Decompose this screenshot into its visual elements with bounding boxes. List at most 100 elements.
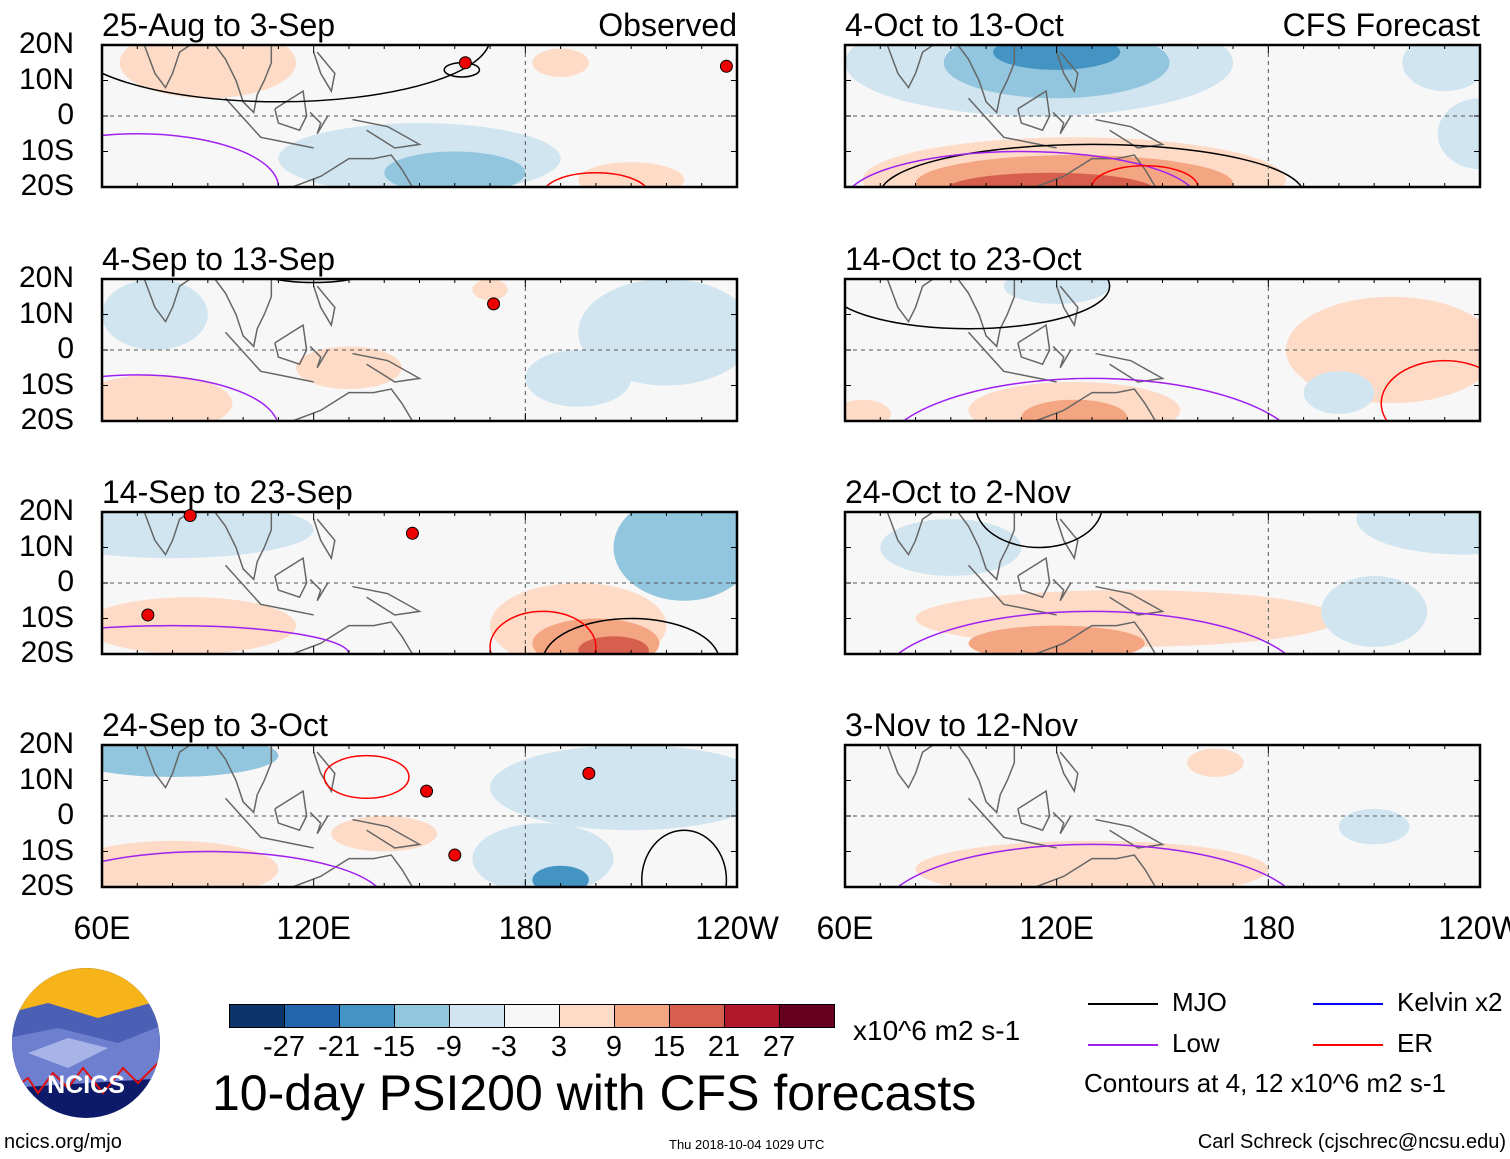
lon-tick-label: 120E [276,910,352,946]
psi-anomaly-region [578,636,649,654]
lat-tick-label: 10S [20,367,74,401]
colorbar-swatch [724,1004,780,1028]
coastline [1095,352,1165,383]
colorbar-swatch [284,1004,340,1028]
lat-tick-label: 20S [20,403,74,436]
panel-title: 24-Sep to 3-Oct [102,707,328,743]
coastline [1035,854,1157,887]
coastline [309,578,329,602]
psi-anomaly-region [578,162,685,187]
lat-tick-label: 10N [18,62,74,96]
psi-anomaly-region [102,374,233,421]
tropical-cyclone-icon [405,526,419,540]
coastline [274,89,308,132]
logo-text: NCICS [47,1071,125,1099]
coastline [1017,323,1051,366]
figure-title: 10-day PSI200 with CFS forecasts [212,1065,977,1121]
coastline [352,118,422,149]
psi-anomaly-region [968,625,1145,654]
lat-tick-label: 10N [18,529,74,563]
tropical-cyclone-icon [487,297,501,311]
lat-tick-label: 20S [20,169,74,202]
colorbar-label: -15 [373,1031,415,1063]
lat-tick-label: 0 [57,332,74,365]
colorbar-label: 15 [652,1031,686,1063]
coastline [1055,518,1079,561]
legend-line-swatch [1313,1003,1383,1005]
lat-tick-label: 0 [57,98,74,131]
footer-timestamp: Thu 2018-10-04 1029 UTC [669,1137,825,1152]
coastline [292,388,414,421]
psi-anomaly-region [845,399,891,421]
tropical-cyclone-icon [448,848,462,862]
coastline [1017,556,1051,599]
colorbar-label: -9 [436,1031,462,1063]
lat-tick-label: 20N [18,494,74,527]
coastline [886,745,1018,814]
coastline [274,789,308,832]
psi-anomaly-region [1003,279,1110,304]
coastline [312,51,336,94]
psi-anomaly-region [532,48,589,77]
lat-tick-label: 20N [18,727,74,760]
coastline [292,854,414,887]
coastline [224,331,314,383]
panel-title: 3-Nov to 12-Nov [845,707,1078,743]
colorbar-swatch [449,1004,505,1028]
psi-anomaly-region [102,512,314,559]
coastline [143,45,275,114]
coastline [1035,621,1157,654]
psi-anomaly-region [1303,371,1375,414]
psi-anomaly-region [1402,45,1480,92]
coastline [312,285,336,328]
wave-contour [845,279,1111,330]
psi-anomaly-region [880,519,1022,576]
lat-tick-label: 10S [20,600,74,634]
coastline [143,745,275,814]
wave-contour [1380,359,1480,421]
lon-tick-label: 180 [498,910,553,946]
coastline [143,279,275,348]
map-panel [100,743,739,889]
wave-contour [543,617,719,654]
coastline [1052,811,1072,835]
colorbar-swatch [669,1004,725,1028]
wave-contour [896,843,1288,887]
coastline [309,345,329,369]
coastline [967,97,1057,149]
coastline [224,564,314,616]
tropical-cyclone-icon [141,608,155,622]
coastline [352,352,422,383]
lat-tick-label: 10S [20,833,74,867]
coastline [224,797,314,849]
colorbar-label: -21 [318,1031,360,1063]
wave-contour [641,829,728,887]
lon-tick-label: 180 [1241,910,1296,946]
coastline [886,45,1018,114]
tropical-cyclone-icon [458,56,472,70]
legend-line-swatch [1088,1003,1158,1005]
wave-contour [902,377,1282,421]
psi-anomaly-region [472,279,508,301]
coastline [309,811,329,835]
coastline [352,818,422,849]
panel-source-tag: Observed [598,7,737,43]
coastline [292,154,414,187]
colorbar-label: -27 [263,1031,305,1063]
coastline [1017,789,1051,832]
coastline [886,279,1018,348]
wave-contour [102,850,378,887]
colorbar-label: 9 [605,1031,623,1063]
psi-anomaly-region [1021,399,1128,421]
footer-author: Carl Schreck (cjschrec@ncsu.edu) [1197,1131,1506,1153]
footer-url[interactable]: ncics.org/mjo [4,1131,122,1153]
coastline [292,621,414,654]
psi-anomaly-region [1356,512,1480,555]
coastline [1052,111,1072,135]
psi-anomaly-region [532,865,589,887]
psi-anomaly-region [102,745,279,777]
lon-tick-label: 60E [816,910,874,946]
psi-anomaly-region [1338,808,1410,845]
lat-tick-label: 0 [57,798,74,831]
legend-label: Low [1172,1028,1220,1058]
